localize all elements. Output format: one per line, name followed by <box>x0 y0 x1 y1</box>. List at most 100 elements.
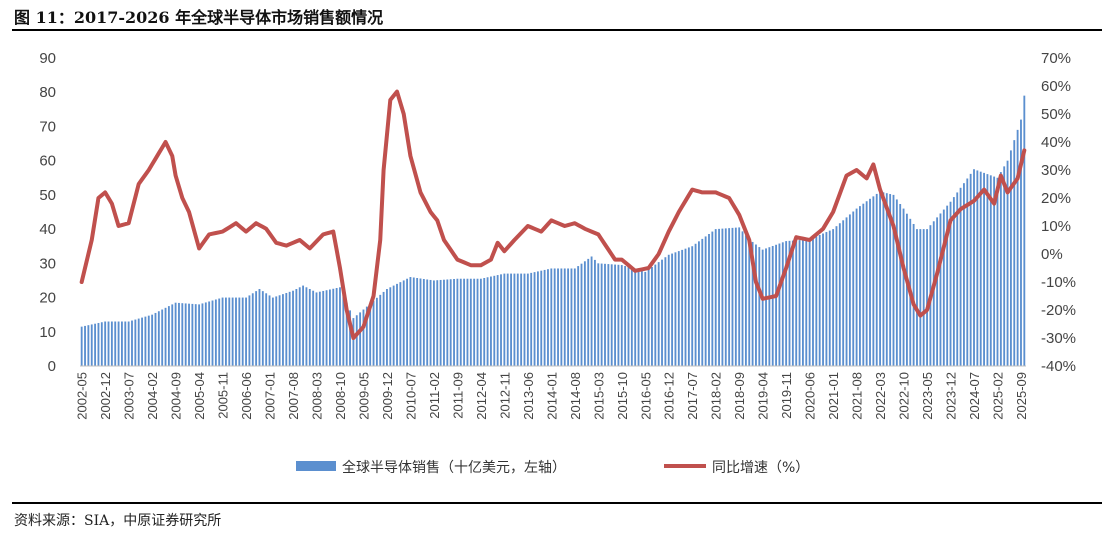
sales-bar <box>677 251 680 366</box>
sales-bar <box>600 263 603 366</box>
sales-bar <box>684 248 687 366</box>
x-tick-label: 2012-11 <box>497 372 512 419</box>
sales-bar <box>781 242 784 366</box>
x-tick-label: 2018-09 <box>732 372 747 420</box>
legend-bar-label: 全球半导体销售（十亿美元，左轴） <box>342 459 566 476</box>
sales-bar <box>526 273 529 366</box>
sales-bar <box>486 277 489 366</box>
sales-bar <box>704 236 707 366</box>
right-tick-label: 30% <box>1041 162 1071 179</box>
sales-bar <box>644 271 647 366</box>
sales-bar <box>157 311 160 366</box>
sales-bar <box>147 315 150 366</box>
sales-bar <box>261 291 264 366</box>
sales-bar <box>379 294 382 366</box>
sales-bar <box>657 262 660 366</box>
sales-bar <box>919 229 922 366</box>
sales-bar <box>191 303 194 366</box>
left-tick-label: 0 <box>48 358 56 375</box>
sales-bar <box>872 196 875 366</box>
sales-bar <box>553 268 556 366</box>
x-tick-label: 2024-07 <box>967 372 982 420</box>
sales-bar <box>620 265 623 366</box>
sales-bar <box>245 297 247 366</box>
x-tick-label: 2004-09 <box>169 372 184 420</box>
sales-bar <box>124 321 127 366</box>
sales-bar <box>862 203 865 366</box>
sales-bar <box>835 226 838 366</box>
sales-bar <box>959 187 962 366</box>
x-tick-label: 2015-10 <box>615 372 630 420</box>
x-tick-label: 2019-11 <box>779 372 794 419</box>
sales-bar <box>134 319 137 366</box>
sales-bar <box>117 321 120 366</box>
sales-bar <box>838 223 841 366</box>
sales-bar <box>818 234 821 366</box>
sales-bar <box>755 244 757 366</box>
sales-bar <box>905 213 908 366</box>
sales-bar <box>473 278 476 366</box>
sales-bar <box>899 204 902 366</box>
sales-bar <box>798 240 801 366</box>
sales-bar <box>855 208 858 366</box>
right-tick-label: 70% <box>1041 50 1071 67</box>
sales-bar <box>698 241 700 366</box>
sales-bar <box>996 177 999 366</box>
sales-bar <box>791 240 794 366</box>
sales-bar <box>731 227 734 366</box>
left-tick-label: 40 <box>39 221 56 238</box>
sales-bar <box>671 253 674 366</box>
sales-bar <box>1009 150 1012 366</box>
sales-bar <box>194 304 197 366</box>
sales-bar <box>251 293 254 366</box>
sales-bar <box>902 208 905 366</box>
x-tick-label: 2006-06 <box>239 372 254 420</box>
sales-bar <box>563 268 566 366</box>
sales-bar <box>255 291 258 366</box>
sales-bar <box>171 304 174 366</box>
right-tick-label: 60% <box>1041 78 1071 95</box>
sales-bar <box>432 280 435 366</box>
x-tick-label: 2011-09 <box>450 372 465 419</box>
sales-bar <box>439 279 442 366</box>
x-tick-label: 2002-05 <box>75 372 90 420</box>
sales-bar <box>895 199 898 366</box>
sales-bar <box>577 266 580 366</box>
sales-bar <box>164 307 167 366</box>
sales-bar <box>942 209 945 366</box>
x-tick-label: 2008-03 <box>310 372 325 420</box>
sales-bar <box>211 300 214 366</box>
sales-bar <box>640 270 643 366</box>
figure-title: 图 11：2017-2026 年全球半导体市场销售额情况 <box>14 8 384 27</box>
sales-bar <box>496 275 499 366</box>
sales-bar <box>963 183 965 366</box>
legend: 全球半导体销售（十亿美元，左轴） 同比增速（%） <box>296 459 809 476</box>
sales-bar <box>932 221 935 366</box>
sales-bar <box>335 288 338 366</box>
x-tick-label: 2004-02 <box>145 372 160 420</box>
sales-bar <box>453 278 455 366</box>
sales-bar <box>382 291 385 366</box>
x-tick-label: 2005-11 <box>216 372 231 419</box>
sales-bar <box>329 289 331 366</box>
sales-bar <box>728 228 731 366</box>
sales-bar <box>775 244 778 366</box>
sales-bar <box>503 273 506 366</box>
sales-bar <box>936 217 939 366</box>
sales-bar <box>131 320 133 366</box>
sales-bar <box>711 231 714 366</box>
sales-bar <box>741 231 744 366</box>
sales-bar <box>939 213 942 366</box>
sales-bar <box>483 278 486 366</box>
sales-bar <box>151 314 154 366</box>
sales-bar <box>708 234 710 366</box>
sales-bar <box>298 287 301 366</box>
sales-bar <box>305 287 308 366</box>
sales-bar <box>479 278 482 366</box>
sales-bar <box>594 259 596 366</box>
sales-bar <box>694 243 697 366</box>
sales-bar <box>449 279 452 366</box>
sales-bar <box>604 263 606 366</box>
sales-bar <box>701 238 704 366</box>
sales-bar <box>560 268 563 366</box>
